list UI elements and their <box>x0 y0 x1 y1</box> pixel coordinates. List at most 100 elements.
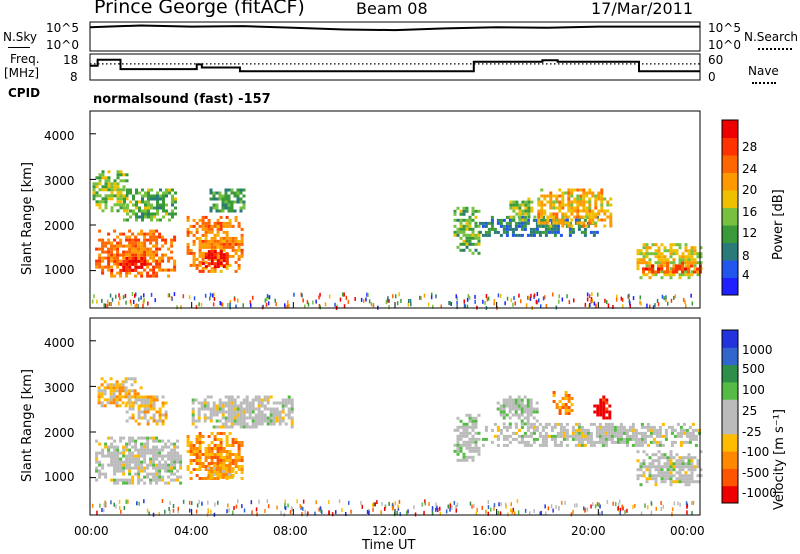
time-tick-0: 00:00 <box>74 524 109 538</box>
power-cells-blob-10 <box>509 197 537 222</box>
time-tick-6: 00:00 <box>670 524 705 538</box>
velocity-cbar-tick-minus25: -25 <box>742 425 762 439</box>
power-cells-blob-2 <box>92 170 129 213</box>
velocity-cbar-swatch-2 <box>722 451 738 469</box>
noise-left-tick-top: 10^5 <box>46 21 79 35</box>
velocity-cells-blob-9 <box>552 391 574 415</box>
power-cbar-tick-20: 20 <box>742 183 758 197</box>
velocity-cbar-tick-500: 500 <box>742 362 765 376</box>
nave-tick-bottom: 0 <box>708 70 716 84</box>
program-label: normalsound (fast) -157 <box>93 92 271 107</box>
power-cbar-swatch-9 <box>722 120 738 138</box>
power-cbar-frame <box>721 119 739 296</box>
station-title: Prince George (fitACF) <box>94 0 305 18</box>
xlabel: Time UT <box>362 538 416 553</box>
noise-right-tick-top: 10^5 <box>708 21 741 35</box>
velocity-cells-blob-2 <box>125 395 168 426</box>
velocity-cbar-tick-100: 100 <box>742 383 765 397</box>
velocity-range-tick-3000: 3000 <box>44 381 75 395</box>
noise-right-tick-bottom: 10^0 <box>708 38 741 52</box>
velocity-cbar-tick-1000: 1000 <box>742 343 773 357</box>
velocity-cells-blob-11 <box>636 450 703 487</box>
freq-line <box>90 58 700 73</box>
nave-label: Nave <box>748 64 779 78</box>
velocity-cells-blob-0 <box>95 436 183 485</box>
velocity-cbar-swatch-4 <box>722 416 738 435</box>
power-cbar-swatch-0 <box>722 277 738 296</box>
power-cbar-swatch-8 <box>722 137 738 156</box>
velocity-cbar-swatch-9 <box>722 330 738 348</box>
noise-left-tick-bottom: 10^0 <box>46 38 79 52</box>
noise-panel <box>89 21 701 52</box>
power-cells-blob-5 <box>201 250 229 269</box>
velocity-cells <box>91 377 703 517</box>
velocity-cbar-swatch-8 <box>722 347 738 366</box>
nave-legend-line <box>752 82 776 84</box>
velocity-cells-blob-4 <box>206 463 234 479</box>
freq-tick-top: 18 <box>63 53 79 67</box>
power-cells-ground-scatter <box>91 292 694 310</box>
power-range-tick-4000: 4000 <box>44 129 75 143</box>
velocity-cbar-swatch-7 <box>722 364 738 383</box>
power-cbar-tick-16: 16 <box>742 205 758 219</box>
freq-tick-bottom: 8 <box>70 70 78 84</box>
velocity-cbar-tick-25: 25 <box>742 404 758 418</box>
velocity-cbar-frame <box>721 329 739 504</box>
power-panel <box>89 110 703 310</box>
nave-tick-top: 60 <box>708 53 724 67</box>
time-tick-1: 04:00 <box>174 524 209 538</box>
freq-frame <box>89 53 701 81</box>
n-search-legend-line <box>758 48 792 50</box>
velocity-range-tick-2000: 2000 <box>44 426 75 440</box>
power-cbar-swatch-6 <box>722 172 738 191</box>
time-tick-4: 16:00 <box>472 524 507 538</box>
power-cbar-swatch-1 <box>722 260 738 278</box>
n-sky-label: N.Sky <box>3 30 38 44</box>
date-title: 17/Mar/2011 <box>591 0 694 18</box>
velocity-panel <box>89 317 703 517</box>
velocity-cells-blob-6 <box>453 413 481 462</box>
n-search-label: N.Search <box>744 30 799 44</box>
power-cbar-swatch-5 <box>722 190 738 208</box>
noise-sky-line <box>89 24 700 32</box>
velocity-range-tick-4000: 4000 <box>44 336 75 350</box>
power-cbar-tick-24: 24 <box>742 162 758 176</box>
velocity-colorbar <box>721 329 739 504</box>
power-cells-blob-9 <box>537 188 613 228</box>
time-tick-2: 08:00 <box>273 524 308 538</box>
power-colorbar <box>721 119 739 296</box>
cpid-label: CPID <box>8 86 41 100</box>
power-range-tick-3000: 3000 <box>44 174 75 188</box>
velocity-cells-blob-5 <box>191 395 294 429</box>
velocity-cbar-swatch-6 <box>722 381 738 400</box>
n-sky-legend-line <box>8 47 30 48</box>
power-range-tick-1000: 1000 <box>44 263 75 277</box>
velocity-cbar-tick-minus500: -500 <box>742 466 770 480</box>
time-tick-3: 12:00 <box>372 524 407 538</box>
velocity-cells-blob-7 <box>481 422 701 447</box>
power-cells-blob-3 <box>123 188 177 222</box>
freq-panel <box>89 53 701 81</box>
power-cells-blob-1 <box>110 256 147 272</box>
velocity-cbar-tick-minus100: -100 <box>742 445 770 459</box>
power-cells <box>91 170 703 310</box>
power-cells-blob-7 <box>453 206 481 255</box>
power-cbar-swatch-4 <box>722 207 738 226</box>
noise-frame <box>89 21 701 52</box>
power-cbar-swatch-3 <box>722 225 738 243</box>
power-cbar-tick-12: 12 <box>742 226 758 240</box>
beam-title: Beam 08 <box>356 0 428 18</box>
velocity-cbar-swatch-1 <box>722 468 738 487</box>
velocity-range-tick-1000: 1000 <box>44 470 75 484</box>
freq-label: Freq. <box>10 52 40 66</box>
power-cbar-tick-28: 28 <box>742 140 758 154</box>
velocity-cells-blob-10 <box>593 395 612 420</box>
velocity-cbar-tick-minus1000: -1000 <box>742 486 777 500</box>
power-cbar-swatch-7 <box>722 155 738 173</box>
power-cbar-tick-4: 4 <box>742 268 750 282</box>
velocity-cbar-swatch-5 <box>722 399 738 417</box>
velocity-cbar-swatch-0 <box>722 485 738 504</box>
velocity-cells-blob-8 <box>496 395 539 426</box>
velocity-cbar-swatch-3 <box>722 433 738 452</box>
